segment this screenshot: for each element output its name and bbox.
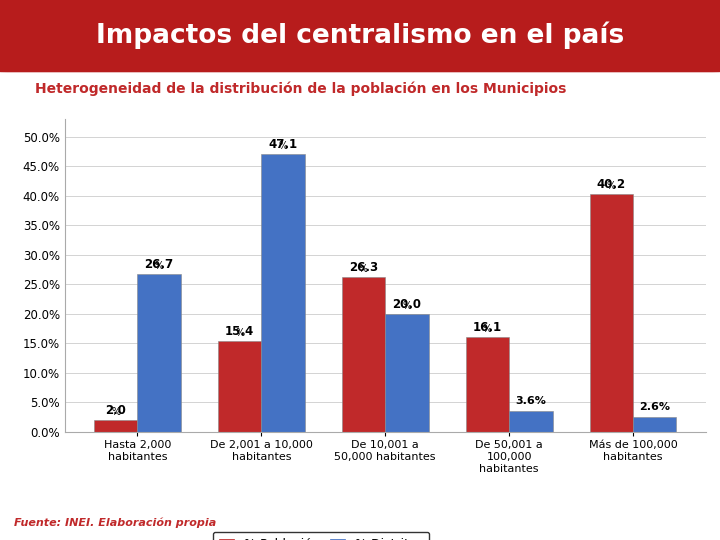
Text: %: % xyxy=(111,396,120,417)
Text: 47.1: 47.1 xyxy=(269,138,297,151)
Text: %: % xyxy=(402,289,411,311)
Text: 26.3: 26.3 xyxy=(349,261,378,274)
Bar xyxy=(218,341,261,432)
Text: %: % xyxy=(607,170,616,192)
Bar xyxy=(342,276,385,432)
Legend: % Población, % Distritos: % Población, % Distritos xyxy=(213,532,429,540)
Text: 26.7: 26.7 xyxy=(145,258,174,271)
FancyBboxPatch shape xyxy=(0,0,720,72)
Bar xyxy=(261,154,305,432)
Bar xyxy=(633,417,677,432)
Text: 20.0: 20.0 xyxy=(392,298,421,311)
Text: %: % xyxy=(279,129,287,151)
Bar xyxy=(385,314,428,432)
Text: %: % xyxy=(359,252,368,274)
Bar xyxy=(94,420,138,432)
Text: %: % xyxy=(235,316,244,338)
Bar xyxy=(590,194,633,432)
Text: 2.0: 2.0 xyxy=(105,404,126,417)
Text: 16.1: 16.1 xyxy=(473,321,502,334)
Text: %: % xyxy=(483,312,492,334)
Text: %: % xyxy=(154,249,163,271)
Text: 2.6%: 2.6% xyxy=(639,402,670,412)
Text: Fuente: INEI. Elaboración propia: Fuente: INEI. Elaboración propia xyxy=(14,517,217,528)
Text: 3.6%: 3.6% xyxy=(516,396,546,406)
Bar xyxy=(466,337,509,432)
Bar xyxy=(138,274,181,432)
Bar xyxy=(509,411,552,432)
Text: 40.2: 40.2 xyxy=(597,179,626,192)
Text: Heterogeneidad de la distribución de la población en los Municipios: Heterogeneidad de la distribución de la … xyxy=(35,82,567,96)
Text: Impactos del centralismo en el país: Impactos del centralismo en el país xyxy=(96,22,624,49)
Text: 15.4: 15.4 xyxy=(225,325,254,338)
